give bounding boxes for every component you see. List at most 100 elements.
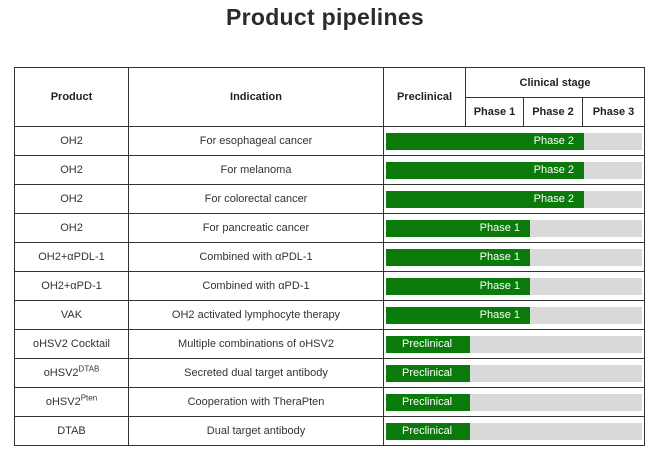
product-cell: OH2+αPD-1 xyxy=(14,271,129,301)
table-row: OH2 For esophageal cancer Phase 2 xyxy=(14,126,646,156)
product-name: oHSV2 xyxy=(43,367,79,379)
product-superscript: DTAB xyxy=(78,364,100,374)
progress-track: Phase 2 xyxy=(386,191,643,208)
pipeline-body: OH2 For esophageal cancer Phase 2 OH2 For me… xyxy=(14,126,646,446)
progress-track: Phase 1 xyxy=(386,278,643,295)
progress-bar: Preclinical xyxy=(386,423,470,440)
progress-track: Phase 2 xyxy=(386,133,643,150)
product-cell: VAK xyxy=(14,300,129,330)
stage-progress-cell: Phase 2 xyxy=(382,155,646,185)
stage-progress-cell: Preclinical xyxy=(382,358,646,388)
indication-cell: For pancreatic cancer xyxy=(128,213,384,243)
header-clinical-stage: Clinical stage xyxy=(464,67,646,98)
progress-bar: Phase 2 xyxy=(386,133,584,150)
product-cell: OH2+αPDL-1 xyxy=(14,242,129,272)
indication-cell: OH2 activated lymphocyte therapy xyxy=(128,300,384,330)
stage-progress-cell: Preclinical xyxy=(382,387,646,417)
progress-track: Phase 1 xyxy=(386,307,643,324)
stage-label: Phase 1 xyxy=(479,222,520,234)
progress-bar: Phase 1 xyxy=(386,220,530,237)
page-title: Product pipelines xyxy=(225,4,425,30)
progress-track: Preclinical xyxy=(386,336,643,353)
product-name: OH2 xyxy=(60,135,83,147)
progress-track: Preclinical xyxy=(386,365,643,382)
progress-track: Phase 2 xyxy=(386,162,643,179)
product-name: VAK xyxy=(60,309,83,321)
stage-progress-cell: Phase 1 xyxy=(382,271,646,301)
progress-bar: Phase 1 xyxy=(386,307,530,324)
product-cell: OH2 xyxy=(14,126,129,156)
header-product: Product xyxy=(14,67,129,127)
progress-track: Preclinical xyxy=(386,423,643,440)
indication-cell: For colorectal cancer xyxy=(128,184,384,214)
stage-label: Phase 1 xyxy=(479,309,520,321)
stage-label: Phase 1 xyxy=(479,280,520,292)
stage-progress-cell: Phase 2 xyxy=(382,184,646,214)
stage-label: Phase 2 xyxy=(533,135,574,147)
product-name: DTAB xyxy=(57,425,86,437)
product-name: oHSV2 xyxy=(45,396,81,408)
product-name: OH2 xyxy=(60,193,83,205)
indication-cell: Combined with αPDL-1 xyxy=(128,242,384,272)
stage-label: Phase 1 xyxy=(479,251,520,263)
header-phase-2: Phase 2 xyxy=(523,97,583,127)
progress-track: Preclinical xyxy=(386,394,643,411)
product-cell: OH2 xyxy=(14,155,129,185)
product-name: oHSV2 Cocktail xyxy=(32,338,111,350)
product-cell: oHSV2DTAB xyxy=(14,358,129,388)
stage-label: Phase 2 xyxy=(533,164,574,176)
indication-cell: For melanoma xyxy=(128,155,384,185)
stage-progress-cell: Phase 1 xyxy=(382,213,646,243)
progress-bar: Phase 2 xyxy=(386,162,584,179)
progress-bar: Phase 1 xyxy=(386,249,530,266)
product-superscript: Pten xyxy=(80,393,98,403)
product-name: OH2 xyxy=(60,164,83,176)
table-row: OH2+αPD-1 Combined with αPD-1 Phase 1 xyxy=(14,271,646,301)
progress-bar: Preclinical xyxy=(386,394,470,411)
indication-cell: Cooperation with TheraPten xyxy=(128,387,384,417)
stage-progress-cell: Preclinical xyxy=(382,329,646,359)
stage-label: Preclinical xyxy=(402,338,453,350)
indication-cell: Secreted dual target antibody xyxy=(128,358,384,388)
stage-label: Preclinical xyxy=(402,425,453,437)
indication-cell: Dual target antibody xyxy=(128,416,384,446)
stage-label: Phase 2 xyxy=(533,193,574,205)
indication-cell: Multiple combinations of oHSV2 xyxy=(128,329,384,359)
stage-progress-cell: Phase 2 xyxy=(382,126,646,156)
stage-progress-cell: Phase 1 xyxy=(382,242,646,272)
pipeline-table: Product Indication Preclinical Clinical … xyxy=(14,67,646,446)
indication-cell: Combined with αPD-1 xyxy=(128,271,384,301)
product-cell: oHSV2 Cocktail xyxy=(14,329,129,359)
indication-cell: For esophageal cancer xyxy=(128,126,384,156)
product-cell: DTAB xyxy=(14,416,129,446)
progress-track: Phase 1 xyxy=(386,220,643,237)
table-row: oHSV2 Cocktail Multiple combinations of o… xyxy=(14,329,646,359)
progress-bar: Preclinical xyxy=(386,336,470,353)
header-indication: Indication xyxy=(128,67,384,127)
progress-track: Phase 1 xyxy=(386,249,643,266)
table-row: VAK OH2 activated lymphocyte therapy Phase… xyxy=(14,300,646,330)
product-name: OH2+αPDL-1 xyxy=(38,251,105,263)
progress-bar: Phase 2 xyxy=(386,191,584,208)
table-row: OH2 For pancreatic cancer Phase 1 xyxy=(14,213,646,243)
header-phase-1: Phase 1 xyxy=(465,97,524,127)
stage-progress-cell: Preclinical xyxy=(382,416,646,446)
product-cell: OH2 xyxy=(14,213,129,243)
stage-label: Preclinical xyxy=(402,367,453,379)
stage-label: Preclinical xyxy=(402,396,453,408)
table-row: OH2+αPDL-1 Combined with αPDL-1 Phase 1 xyxy=(14,242,646,272)
progress-bar: Phase 1 xyxy=(386,278,530,295)
product-name: OH2+αPD-1 xyxy=(41,280,102,292)
table-row: oHSV2DTAB Secreted dual target antibody Pr… xyxy=(14,358,646,388)
product-cell: OH2 xyxy=(14,184,129,214)
table-row: OH2 For colorectal cancer Phase 2 xyxy=(14,184,646,214)
table-row: oHSV2Pten Cooperation with TheraPten Precl… xyxy=(14,387,646,417)
header-phase-3: Phase 3 xyxy=(581,97,646,127)
progress-bar: Preclinical xyxy=(386,365,470,382)
product-cell: oHSV2Pten xyxy=(14,387,129,417)
table-row: OH2 For melanoma Phase 2 xyxy=(14,155,646,185)
header-preclinical: Preclinical xyxy=(383,67,466,127)
stage-progress-cell: Phase 1 xyxy=(382,300,646,330)
product-name: OH2 xyxy=(60,222,83,234)
table-row: DTAB Dual target antibody Preclinical xyxy=(14,416,646,446)
